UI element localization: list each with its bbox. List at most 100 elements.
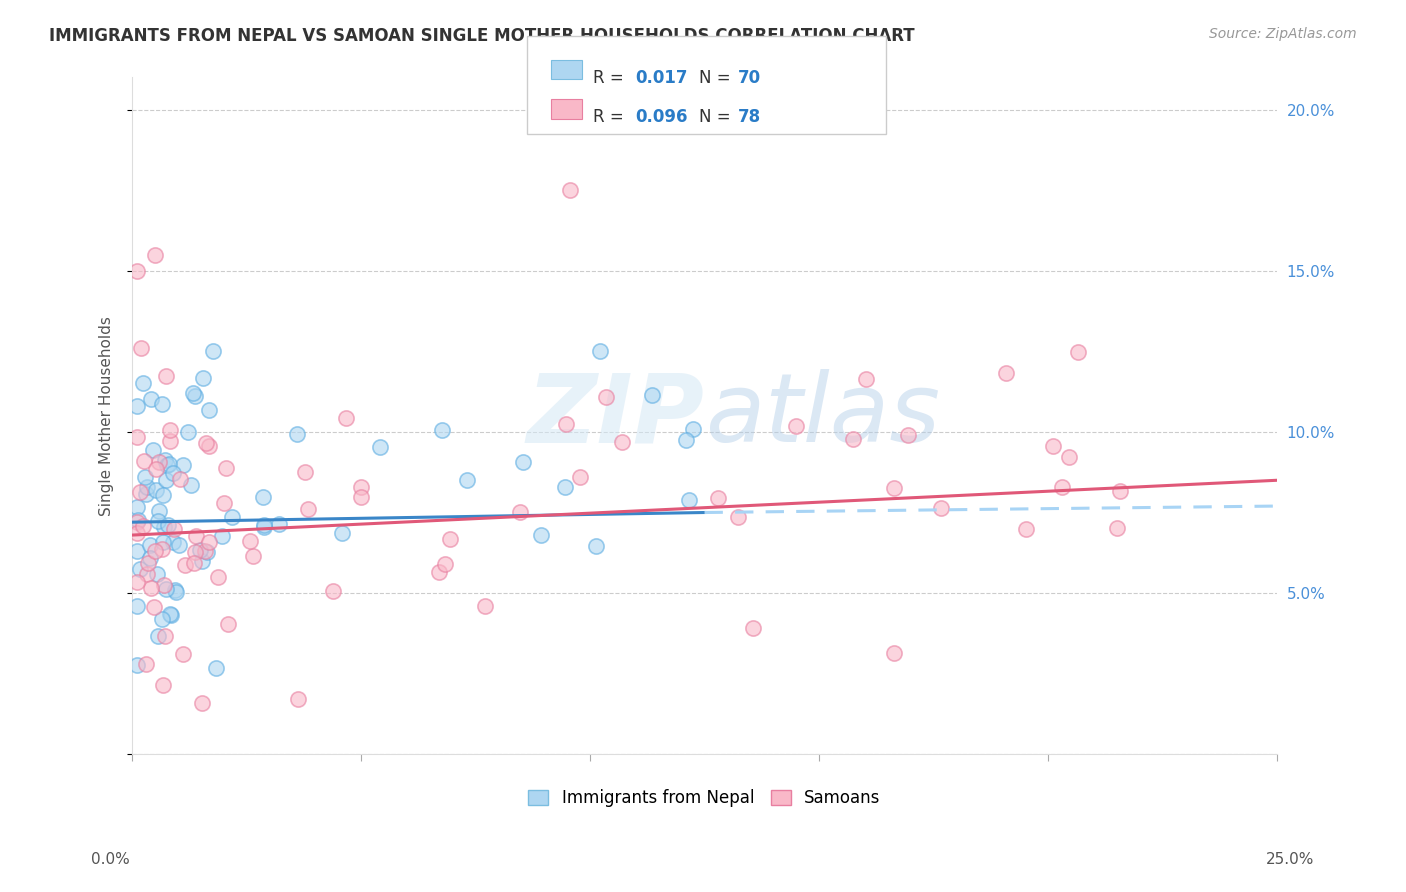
Point [211, 529, 233, 543]
Point [1067, 345, 1090, 359]
Point [707, 491, 730, 505]
Point [741, 621, 763, 635]
Point [530, 528, 553, 542]
Point [269, 516, 291, 531]
Point [1015, 522, 1038, 536]
Point [252, 490, 274, 504]
Point [1105, 521, 1128, 535]
Point [217, 616, 239, 631]
Point [682, 422, 704, 436]
Point [675, 433, 697, 447]
Point [139, 581, 162, 595]
Text: ZIP: ZIP [527, 369, 704, 462]
Point [1050, 479, 1073, 493]
Point [193, 544, 215, 558]
Point [172, 647, 194, 661]
Point [994, 366, 1017, 380]
Point [129, 342, 152, 356]
Point [1057, 450, 1080, 464]
Point [194, 436, 217, 450]
Text: 70: 70 [738, 69, 761, 87]
Point [145, 483, 167, 497]
Point [159, 607, 181, 622]
Point [132, 518, 155, 533]
Point [191, 371, 214, 385]
Point [285, 427, 308, 442]
Point [155, 369, 177, 384]
Text: N =: N = [699, 69, 735, 87]
Point [439, 532, 461, 546]
Point [162, 522, 184, 536]
Point [146, 629, 169, 643]
Point [159, 434, 181, 449]
Point [585, 539, 607, 553]
Text: 78: 78 [738, 108, 761, 126]
Point [135, 487, 157, 501]
Point [350, 480, 373, 494]
Point [221, 510, 243, 524]
Point [1042, 439, 1064, 453]
Point [159, 607, 181, 621]
Point [125, 599, 148, 614]
Point [155, 452, 177, 467]
Point [142, 443, 165, 458]
Point [595, 390, 617, 404]
Point [678, 493, 700, 508]
Text: R =: R = [593, 69, 630, 87]
Point [287, 691, 309, 706]
Point [143, 599, 166, 614]
Point [152, 535, 174, 549]
Point [153, 520, 176, 534]
Point [253, 519, 276, 533]
Point [207, 570, 229, 584]
Point [727, 510, 749, 524]
Point [146, 514, 169, 528]
Point [146, 567, 169, 582]
Point [183, 556, 205, 570]
Point [785, 418, 807, 433]
Text: atlas: atlas [704, 369, 939, 462]
Point [136, 567, 159, 582]
Point [180, 478, 202, 492]
Point [125, 399, 148, 413]
Point [883, 646, 905, 660]
Point [134, 454, 156, 468]
Point [162, 466, 184, 480]
Text: 25.0%: 25.0% [1267, 852, 1315, 867]
Y-axis label: Single Mother Households: Single Mother Households [100, 316, 114, 516]
Point [430, 423, 453, 437]
Point [159, 457, 181, 471]
Point [297, 502, 319, 516]
Point [212, 496, 235, 510]
Point [509, 505, 531, 519]
Point [512, 455, 534, 469]
Point [150, 397, 173, 411]
Point [191, 696, 214, 710]
Point [125, 575, 148, 590]
Point [159, 423, 181, 437]
Point [129, 562, 152, 576]
Point [148, 455, 170, 469]
Point [897, 428, 920, 442]
Point [153, 578, 176, 592]
Point [191, 554, 214, 568]
Point [155, 582, 177, 596]
Point [143, 248, 166, 262]
Point [125, 544, 148, 558]
Point [181, 386, 204, 401]
Point [167, 538, 190, 552]
Point [842, 433, 865, 447]
Text: R =: R = [593, 108, 630, 126]
Point [139, 551, 162, 566]
Point [169, 472, 191, 486]
Point [157, 517, 180, 532]
Text: IMMIGRANTS FROM NEPAL VS SAMOAN SINGLE MOTHER HOUSEHOLDS CORRELATION CHART: IMMIGRANTS FROM NEPAL VS SAMOAN SINGLE M… [49, 27, 915, 45]
Point [127, 515, 149, 529]
Point [330, 526, 353, 541]
Point [148, 504, 170, 518]
Point [929, 501, 952, 516]
Legend: Immigrants from Nepal, Samoans: Immigrants from Nepal, Samoans [522, 782, 887, 814]
Point [132, 376, 155, 390]
Point [172, 458, 194, 472]
Point [125, 500, 148, 514]
